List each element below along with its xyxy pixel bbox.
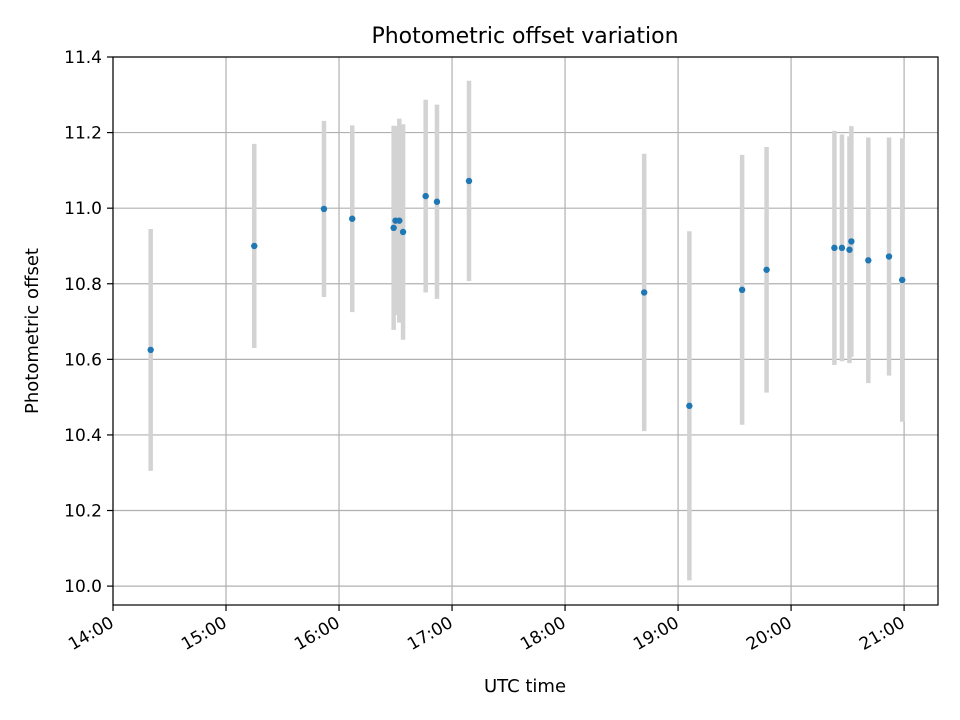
data-point <box>390 224 397 232</box>
data-point <box>865 257 872 264</box>
y-tick-label: 10.0 <box>64 577 102 597</box>
data-point <box>831 244 838 252</box>
data-point <box>399 228 407 236</box>
data-point <box>686 402 693 410</box>
data-point <box>838 244 846 252</box>
data-point <box>885 253 893 260</box>
data-point <box>433 198 441 205</box>
data-point <box>251 242 258 250</box>
data-point <box>640 289 648 296</box>
data-points <box>147 177 906 410</box>
grid <box>112 56 938 605</box>
data-point <box>396 217 403 224</box>
data-point <box>465 177 473 185</box>
data-point <box>848 238 855 245</box>
y-tick-label: 10.6 <box>64 350 102 370</box>
y-tick-label: 10.8 <box>64 275 102 295</box>
data-point <box>899 276 906 284</box>
data-point <box>422 192 429 200</box>
y-tick-label: 11.2 <box>64 124 102 144</box>
data-point <box>846 246 853 253</box>
y-tick-label: 11.0 <box>64 199 102 219</box>
y-tick-label: 10.2 <box>64 502 102 522</box>
y-tick-label: 11.4 <box>64 48 102 68</box>
data-point <box>147 346 154 354</box>
data-point <box>738 286 746 294</box>
plot-frame <box>112 56 939 606</box>
y-axis-ticks: 10.0 10.2 10.4 10.6 10.8 11.0 11.2 11.4 <box>64 48 113 597</box>
data-point <box>320 205 328 213</box>
data-point <box>763 266 770 273</box>
data-point <box>349 215 356 222</box>
y-tick-label: 10.4 <box>64 426 102 446</box>
y-axis-label: Photometric offset <box>22 248 43 414</box>
x-axis-label: UTC time <box>484 676 566 697</box>
chart-title: Photometric offset variation <box>371 24 678 49</box>
